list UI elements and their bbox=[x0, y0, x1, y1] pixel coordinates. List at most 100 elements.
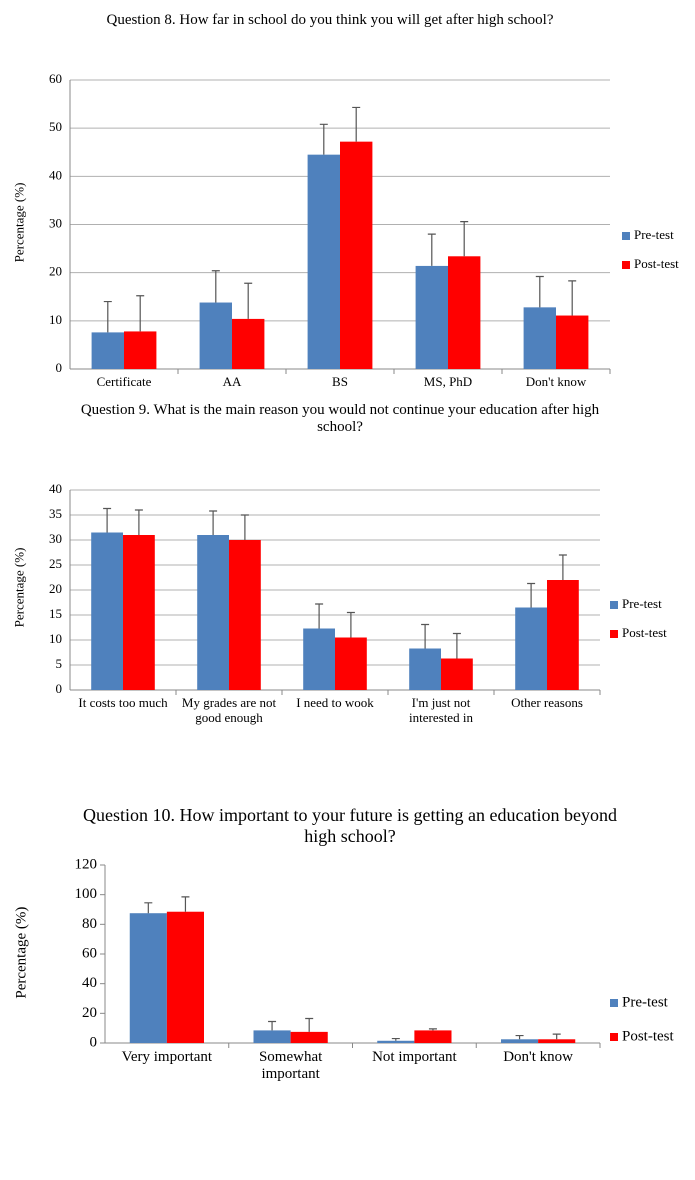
y-tick-label: 15 bbox=[49, 606, 62, 621]
bar bbox=[377, 1040, 415, 1043]
y-tick-label: 40 bbox=[49, 481, 62, 496]
bar bbox=[124, 331, 157, 369]
x-tick-label: MS, PhD bbox=[423, 374, 473, 389]
y-tick-label: 20 bbox=[49, 581, 62, 596]
y-tick-label: 10 bbox=[49, 312, 62, 327]
bar bbox=[556, 315, 589, 369]
y-tick-label: 60 bbox=[82, 945, 97, 961]
error-bar bbox=[268, 1020, 277, 1031]
y-tick-label: 80 bbox=[82, 916, 97, 932]
y-tick-label: 20 bbox=[49, 264, 62, 279]
error-bar bbox=[319, 123, 328, 155]
error-bar bbox=[515, 1034, 524, 1040]
error-bar bbox=[352, 106, 361, 142]
error-bar bbox=[427, 233, 436, 266]
error-bar bbox=[315, 603, 324, 629]
y-tick-label: 40 bbox=[82, 975, 97, 991]
y-tick-label: 0 bbox=[56, 360, 63, 375]
error-bar bbox=[428, 1028, 437, 1031]
y-tick-label: 50 bbox=[49, 119, 62, 134]
bar bbox=[547, 580, 579, 690]
bar bbox=[414, 1030, 452, 1043]
x-tick-label: AA bbox=[222, 374, 242, 389]
x-tick-label: Somewhat important bbox=[258, 1049, 323, 1083]
x-tick-label: BS bbox=[332, 374, 348, 389]
bar bbox=[229, 540, 261, 690]
bar bbox=[129, 913, 167, 1043]
x-tick-label: My grades are not good enough bbox=[181, 695, 277, 725]
bar bbox=[91, 532, 123, 690]
x-tick-label: Not important bbox=[372, 1049, 457, 1065]
bar bbox=[340, 141, 373, 369]
legend-swatch bbox=[622, 261, 630, 269]
chart-title: Question 10. How important to your futur… bbox=[83, 805, 617, 846]
y-tick-label: 30 bbox=[49, 531, 62, 546]
legend-label: Pre-test bbox=[622, 994, 669, 1010]
x-tick-label: I need to wook bbox=[296, 695, 374, 710]
x-tick-label: Don't know bbox=[525, 374, 587, 389]
y-tick-label: 35 bbox=[49, 506, 62, 521]
legend-swatch bbox=[610, 1033, 618, 1041]
bar bbox=[307, 154, 340, 369]
error-bar bbox=[244, 282, 253, 319]
error-bar bbox=[421, 623, 430, 649]
legend-swatch bbox=[610, 630, 618, 638]
x-tick-label: I'm just not interested in bbox=[409, 695, 473, 725]
bar bbox=[232, 318, 265, 369]
bar bbox=[253, 1030, 291, 1043]
bar bbox=[303, 628, 335, 690]
bar bbox=[448, 256, 481, 369]
legend-swatch bbox=[610, 999, 618, 1007]
y-tick-label: 10 bbox=[49, 631, 62, 646]
error-bar bbox=[535, 275, 544, 308]
y-tick-label: 40 bbox=[49, 167, 62, 182]
error-bar bbox=[103, 507, 112, 533]
bar bbox=[199, 302, 232, 369]
chart-title: Question 9. What is the main reason you … bbox=[80, 402, 600, 436]
bar bbox=[415, 265, 448, 369]
x-tick-label: Certificate bbox=[96, 374, 152, 389]
legend-label: Pre-test bbox=[634, 227, 674, 242]
x-tick-label: Other reasons bbox=[511, 695, 583, 710]
legend-label: Post-test bbox=[622, 625, 667, 640]
bar bbox=[290, 1031, 328, 1043]
error-bar bbox=[346, 611, 355, 638]
bar bbox=[501, 1039, 539, 1043]
legend-swatch bbox=[622, 232, 630, 240]
bar bbox=[166, 911, 204, 1043]
error-bar bbox=[240, 514, 249, 540]
error-bar bbox=[568, 280, 577, 316]
y-tick-label: 60 bbox=[49, 71, 62, 86]
error-bar bbox=[391, 1037, 400, 1041]
error-bar bbox=[552, 1033, 561, 1040]
error-bar bbox=[452, 632, 461, 659]
error-bar bbox=[181, 896, 190, 912]
bar bbox=[91, 332, 124, 369]
y-tick-label: 100 bbox=[75, 886, 98, 902]
bar bbox=[409, 648, 441, 690]
x-tick-label: Don't know bbox=[503, 1049, 574, 1065]
y-tick-label: 30 bbox=[49, 215, 62, 230]
error-bar bbox=[136, 295, 145, 332]
legend-swatch bbox=[610, 601, 618, 609]
y-axis-label: Percentage (%) bbox=[11, 182, 27, 262]
bar bbox=[335, 637, 367, 690]
legend-label: Pre-test bbox=[622, 596, 662, 611]
bar bbox=[123, 535, 155, 690]
x-tick-label: Very important bbox=[121, 1049, 213, 1065]
y-axis-label: Percentage (%) bbox=[11, 547, 27, 628]
bar bbox=[538, 1039, 576, 1043]
error-bar bbox=[209, 510, 218, 535]
error-bar bbox=[305, 1017, 314, 1032]
bar bbox=[441, 658, 473, 690]
legend-label: Post-test bbox=[622, 1028, 675, 1044]
y-axis-label: Percentage (%) bbox=[13, 906, 30, 999]
error-bar bbox=[527, 582, 536, 608]
error-bar bbox=[134, 509, 143, 535]
bar bbox=[197, 535, 229, 690]
y-tick-label: 120 bbox=[75, 856, 98, 872]
chart-title: Question 8. How far in school do you thi… bbox=[106, 12, 554, 28]
error-bar bbox=[103, 300, 112, 333]
